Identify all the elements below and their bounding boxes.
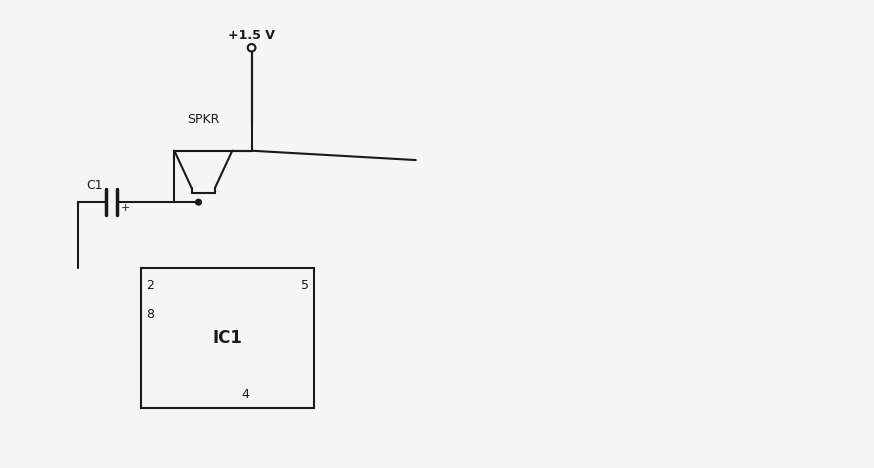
Bar bbox=[141, 268, 315, 408]
Text: +1.5 V: +1.5 V bbox=[228, 29, 275, 42]
Text: SPKR: SPKR bbox=[187, 113, 219, 126]
Text: 4: 4 bbox=[241, 388, 249, 401]
Text: C1: C1 bbox=[86, 179, 102, 192]
Text: 2: 2 bbox=[146, 279, 154, 292]
Text: IC1: IC1 bbox=[212, 329, 242, 347]
Text: 5: 5 bbox=[301, 279, 309, 292]
Circle shape bbox=[196, 199, 201, 205]
Text: +: + bbox=[121, 203, 130, 213]
Text: 8: 8 bbox=[146, 308, 155, 321]
